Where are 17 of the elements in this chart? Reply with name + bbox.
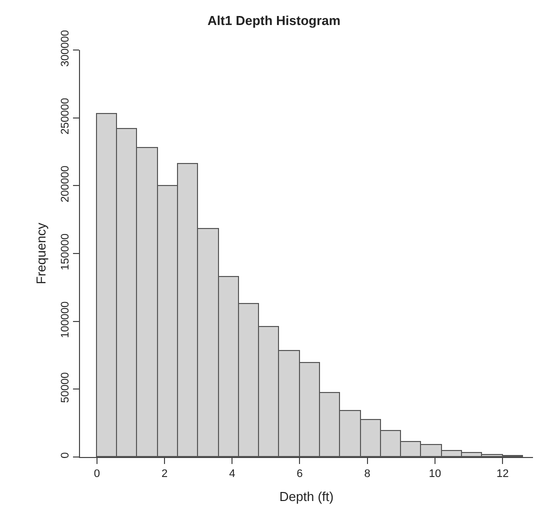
y-tick-label: 150000 <box>60 233 72 270</box>
x-tick-label: 10 <box>428 468 442 480</box>
chart-title: Alt1 Depth Histogram <box>208 13 340 28</box>
x-axis-title: Depth (ft) <box>279 488 334 504</box>
y-tick-label: 250000 <box>60 98 72 135</box>
x-tick-label: 8 <box>364 468 370 480</box>
x-tick-label: 4 <box>229 468 236 480</box>
y-tick-label: 200000 <box>60 166 72 202</box>
y-tick-label: 300000 <box>60 30 72 67</box>
x-tick-label: 2 <box>161 468 168 480</box>
y-axis-title: Frequency <box>34 222 49 284</box>
x-tick-label: 6 <box>296 468 303 480</box>
x-tick-label: 0 <box>94 468 100 480</box>
y-tick-label: 0 <box>60 452 72 458</box>
x-tick-label: 12 <box>496 468 509 480</box>
y-tick-label: 100000 <box>60 301 72 338</box>
y-tick-label: 50000 <box>60 372 72 403</box>
